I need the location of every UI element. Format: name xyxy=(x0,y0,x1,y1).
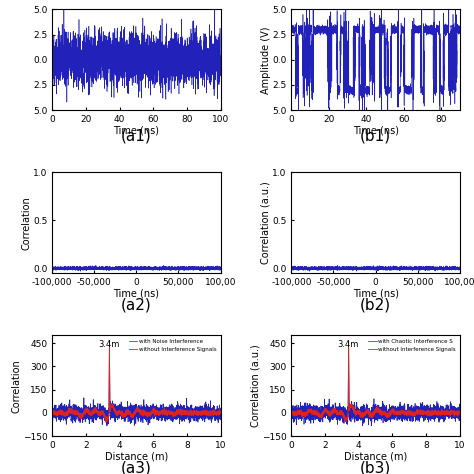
X-axis label: Time (ns): Time (ns) xyxy=(113,288,159,298)
Y-axis label: Amplitude (V): Amplitude (V) xyxy=(261,26,271,93)
with Chaotic Interference S xyxy=(318,410,323,416)
with Noise Interference xyxy=(69,410,74,416)
with Chaotic Interference S xyxy=(360,423,365,428)
with Chaotic Interference S xyxy=(346,339,351,345)
X-axis label: Time (ns): Time (ns) xyxy=(113,125,159,136)
Line: without Interference Signals: without Interference Signals xyxy=(52,342,220,422)
with Noise Interference xyxy=(196,409,202,415)
without Interference Signals xyxy=(114,409,120,414)
without Interference Signals xyxy=(436,410,441,416)
without Interference Signals xyxy=(218,408,223,414)
with Noise Interference xyxy=(114,408,120,413)
with Chaotic Interference S xyxy=(308,406,313,411)
without Interference Signals xyxy=(196,409,202,414)
with Noise Interference xyxy=(49,404,55,410)
Text: (b2): (b2) xyxy=(360,297,391,312)
Legend: with Noise Interference, without Interference Signals: with Noise Interference, without Interfe… xyxy=(128,338,218,353)
Y-axis label: Correlation: Correlation xyxy=(11,359,21,413)
with Noise Interference xyxy=(218,415,223,420)
with Chaotic Interference S xyxy=(361,407,366,412)
with Noise Interference xyxy=(79,406,84,412)
Text: (b1): (b1) xyxy=(360,128,391,143)
with Chaotic Interference S xyxy=(454,410,459,416)
with Chaotic Interference S xyxy=(353,412,359,418)
Line: without Interference Signals: without Interference Signals xyxy=(292,342,460,422)
with Noise Interference xyxy=(121,409,127,415)
without Interference Signals xyxy=(107,339,112,345)
Y-axis label: Correlation (a.u.): Correlation (a.u.) xyxy=(261,182,271,264)
X-axis label: Distance (m): Distance (m) xyxy=(105,451,168,461)
without Interference Signals xyxy=(79,411,84,417)
without Interference Signals xyxy=(215,410,220,416)
Y-axis label: Correlation: Correlation xyxy=(21,196,31,250)
without Interference Signals xyxy=(454,409,459,415)
with Chaotic Interference S xyxy=(436,417,441,423)
without Interference Signals xyxy=(289,411,294,417)
Y-axis label: Correlation (a.u.): Correlation (a.u.) xyxy=(250,345,260,427)
without Interference Signals xyxy=(308,408,313,414)
without Interference Signals xyxy=(49,407,55,413)
Text: 3.4m: 3.4m xyxy=(337,340,358,349)
Legend: with Chaotic Interference S, without Interference Signals: with Chaotic Interference S, without Int… xyxy=(367,338,457,353)
with Noise Interference xyxy=(104,423,110,429)
X-axis label: Distance (m): Distance (m) xyxy=(344,451,407,461)
without Interference Signals xyxy=(69,407,74,413)
without Interference Signals xyxy=(353,411,359,417)
without Interference Signals xyxy=(346,339,351,345)
Text: (b3): (b3) xyxy=(360,460,391,474)
Text: (a2): (a2) xyxy=(121,297,152,312)
without Interference Signals xyxy=(103,419,109,425)
with Chaotic Interference S xyxy=(289,403,294,409)
without Interference Signals xyxy=(343,419,348,425)
with Noise Interference xyxy=(107,339,112,345)
X-axis label: Time (ns): Time (ns) xyxy=(353,288,399,298)
Line: with Noise Interference: with Noise Interference xyxy=(52,342,220,426)
without Interference Signals xyxy=(361,411,366,417)
with Noise Interference xyxy=(215,409,220,415)
Line: with Chaotic Interference S: with Chaotic Interference S xyxy=(292,342,460,426)
Text: 3.4m: 3.4m xyxy=(98,340,119,349)
Text: (a3): (a3) xyxy=(121,460,152,474)
without Interference Signals xyxy=(318,412,323,418)
without Interference Signals xyxy=(121,413,127,419)
with Chaotic Interference S xyxy=(457,411,463,417)
without Interference Signals xyxy=(457,410,463,415)
Text: (a1): (a1) xyxy=(121,128,152,143)
X-axis label: Time (ns): Time (ns) xyxy=(353,125,399,136)
